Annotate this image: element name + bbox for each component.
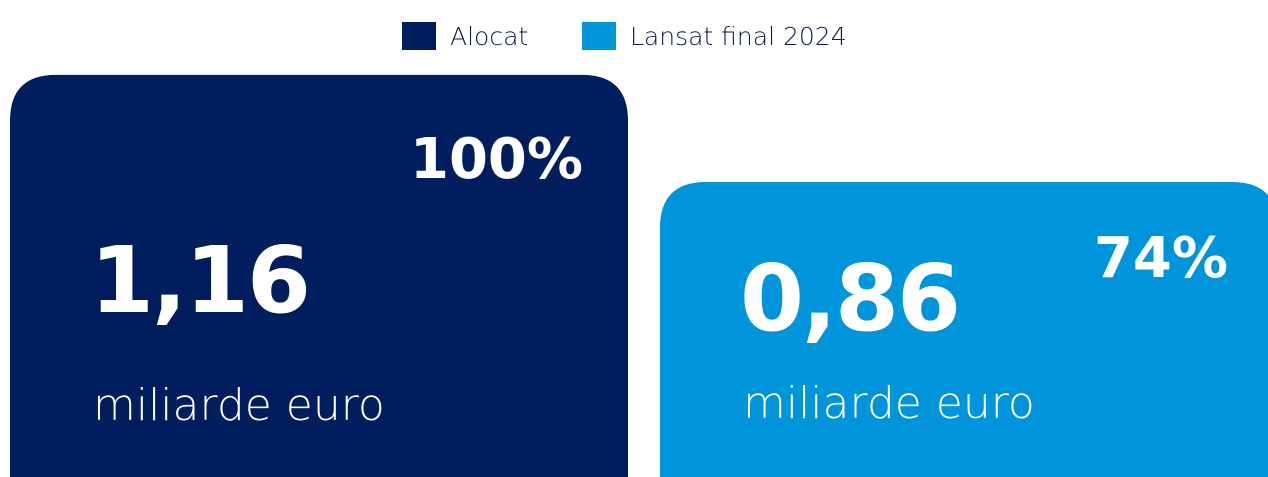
bar bbox=[10, 74, 628, 477]
bar bbox=[660, 181, 1268, 477]
value-label: 0,86 bbox=[740, 245, 959, 352]
unit-label: miliarde euro bbox=[743, 378, 1035, 429]
share-label: 100% bbox=[410, 127, 583, 192]
legend-swatch bbox=[402, 22, 436, 50]
legend-swatch bbox=[582, 22, 616, 50]
unit-label: miliarde euro bbox=[93, 380, 385, 431]
share-label: 74% bbox=[1094, 226, 1228, 291]
value-label: 1,16 bbox=[90, 227, 309, 334]
legend-label: Alocat bbox=[450, 22, 528, 51]
legend-label: Lansat final 2024 bbox=[630, 22, 847, 51]
